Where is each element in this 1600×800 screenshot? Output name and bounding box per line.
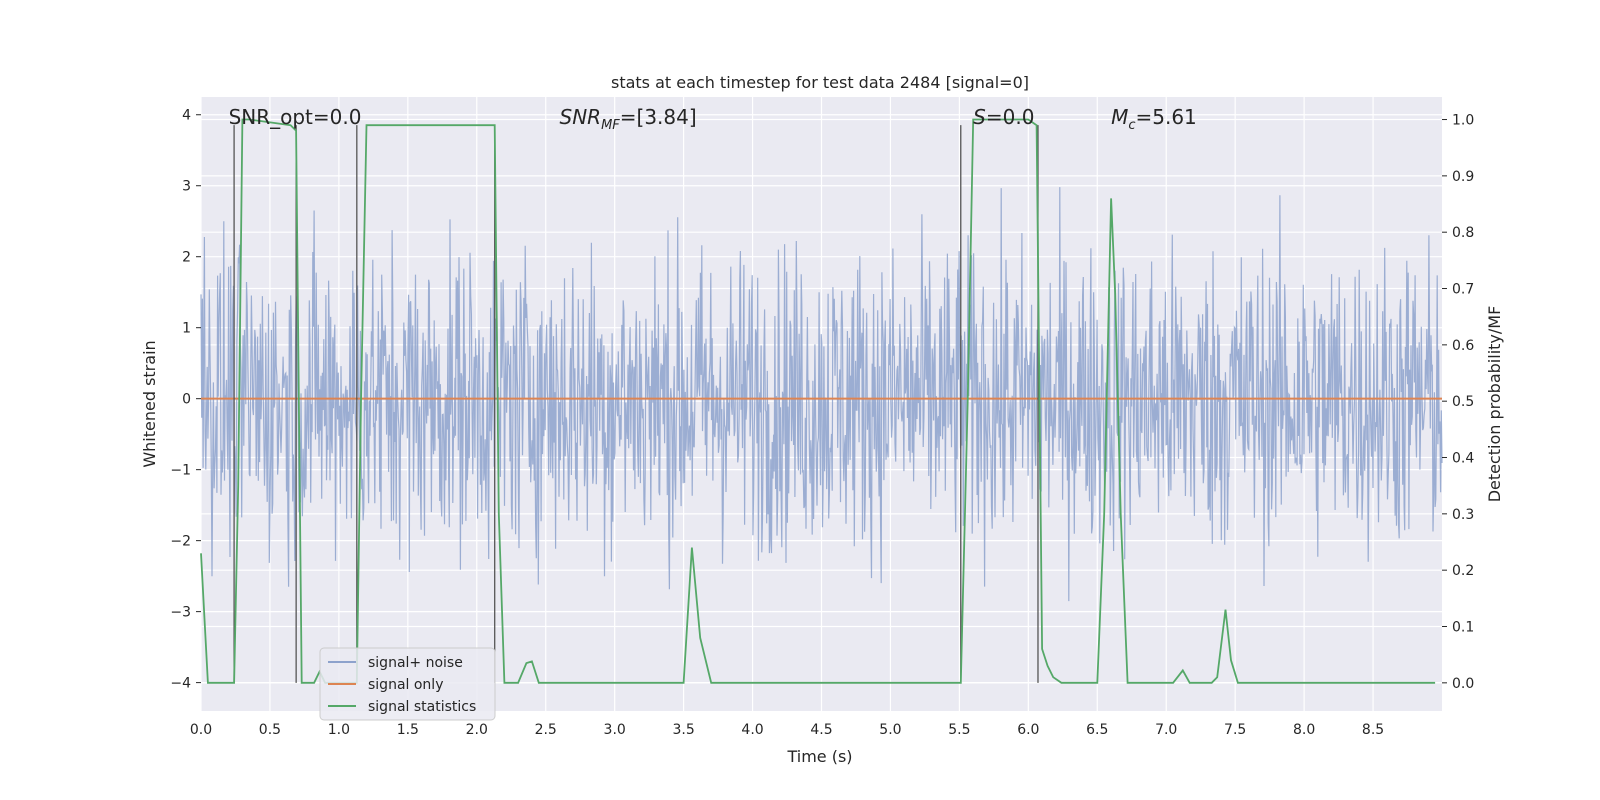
y-tick-label-right: 0.7 — [1452, 282, 1474, 298]
y-tick-label-left: −3 — [170, 605, 191, 621]
y-tick-label-right: 0.5 — [1452, 394, 1474, 410]
annotation-snr-mf: SNRMF=[3.84] — [560, 105, 697, 133]
x-tick-label: 4.0 — [741, 722, 763, 738]
chart-title: stats at each timestep for test data 248… — [611, 73, 1029, 92]
x-tick-label: 1.5 — [397, 722, 419, 738]
annotation-chirp-mass: Mc=5.61 — [1111, 105, 1197, 133]
x-tick-label: 0.5 — [259, 722, 281, 738]
x-tick-label: 4.5 — [810, 722, 832, 738]
legend-label-signal: signal only — [368, 677, 443, 693]
y-axis-label-left: Whitened strain — [140, 340, 159, 467]
signal-statistics-series — [200, 118, 1436, 684]
y-tick-label-right: 0.9 — [1452, 169, 1474, 185]
x-tick-label: 3.5 — [672, 722, 694, 738]
y-tick-label-right: 0.6 — [1452, 338, 1474, 354]
legend-label-stats: signal statistics — [368, 699, 476, 715]
y-tick-label-right: 0.2 — [1452, 563, 1474, 579]
legend-label-noise: signal+ noise — [368, 655, 463, 671]
y-tick-label-left: 1 — [182, 321, 191, 337]
x-tick-label: 0.0 — [190, 722, 212, 738]
y-tick-label-right: 0.4 — [1452, 451, 1474, 467]
y-tick-label-left: −4 — [170, 676, 191, 692]
x-tick-label: 6.0 — [1017, 722, 1039, 738]
x-tick-label: 5.5 — [948, 722, 970, 738]
y-tick-label-right: 0.3 — [1452, 507, 1474, 523]
x-tick-label: 1.0 — [328, 722, 350, 738]
x-tick-label: 6.5 — [1086, 722, 1108, 738]
x-tick-label: 7.5 — [1224, 722, 1246, 738]
x-tick-label: 7.0 — [1155, 722, 1177, 738]
y-axis-label-right: Detection probability/MF — [1485, 306, 1504, 503]
y-tick-label-right: 0.1 — [1452, 620, 1474, 636]
y-tick-label-right: 1.0 — [1452, 113, 1474, 129]
x-tick-label: 8.5 — [1362, 722, 1384, 738]
annotations: SNR_opt=0.0 SNRMF=[3.84] S=0.0 Mc=5.61 — [229, 105, 1197, 133]
y-tick-label-left: 3 — [182, 179, 191, 195]
annotation-s-stat: S=0.0 — [973, 105, 1034, 129]
y-tick-label-left: −2 — [170, 534, 191, 550]
noise-series — [200, 187, 1443, 602]
y-tick-label-left: 2 — [182, 250, 191, 266]
x-tick-label: 3.0 — [604, 722, 626, 738]
y-tick-label-right: 0.0 — [1452, 676, 1474, 692]
annotation-snr-opt: SNR_opt=0.0 — [229, 105, 362, 129]
y-tick-label-left: 0 — [182, 392, 191, 408]
x-tick-label: 8.0 — [1293, 722, 1315, 738]
y-tick-label-right: 0.8 — [1452, 225, 1474, 241]
legend: signal+ noise signal only signal statist… — [319, 647, 496, 721]
y-tick-label-left: −1 — [170, 463, 191, 479]
axis-ticks: 0.0 0.5 1.0 1.5 2.0 2.5 3.0 3.5 4.0 4.5 5.0 5.5 6.0 6… — [170, 108, 1474, 738]
noise-line — [200, 187, 1443, 602]
signal-statistics-line — [200, 118, 1436, 684]
x-tick-label: 5.0 — [879, 722, 901, 738]
legend-box — [319, 647, 496, 721]
x-axis-label: Time (s) — [786, 747, 852, 766]
x-tick-label: 2.0 — [466, 722, 488, 738]
y-tick-label-left: 4 — [182, 108, 191, 124]
x-tick-label: 2.5 — [535, 722, 557, 738]
